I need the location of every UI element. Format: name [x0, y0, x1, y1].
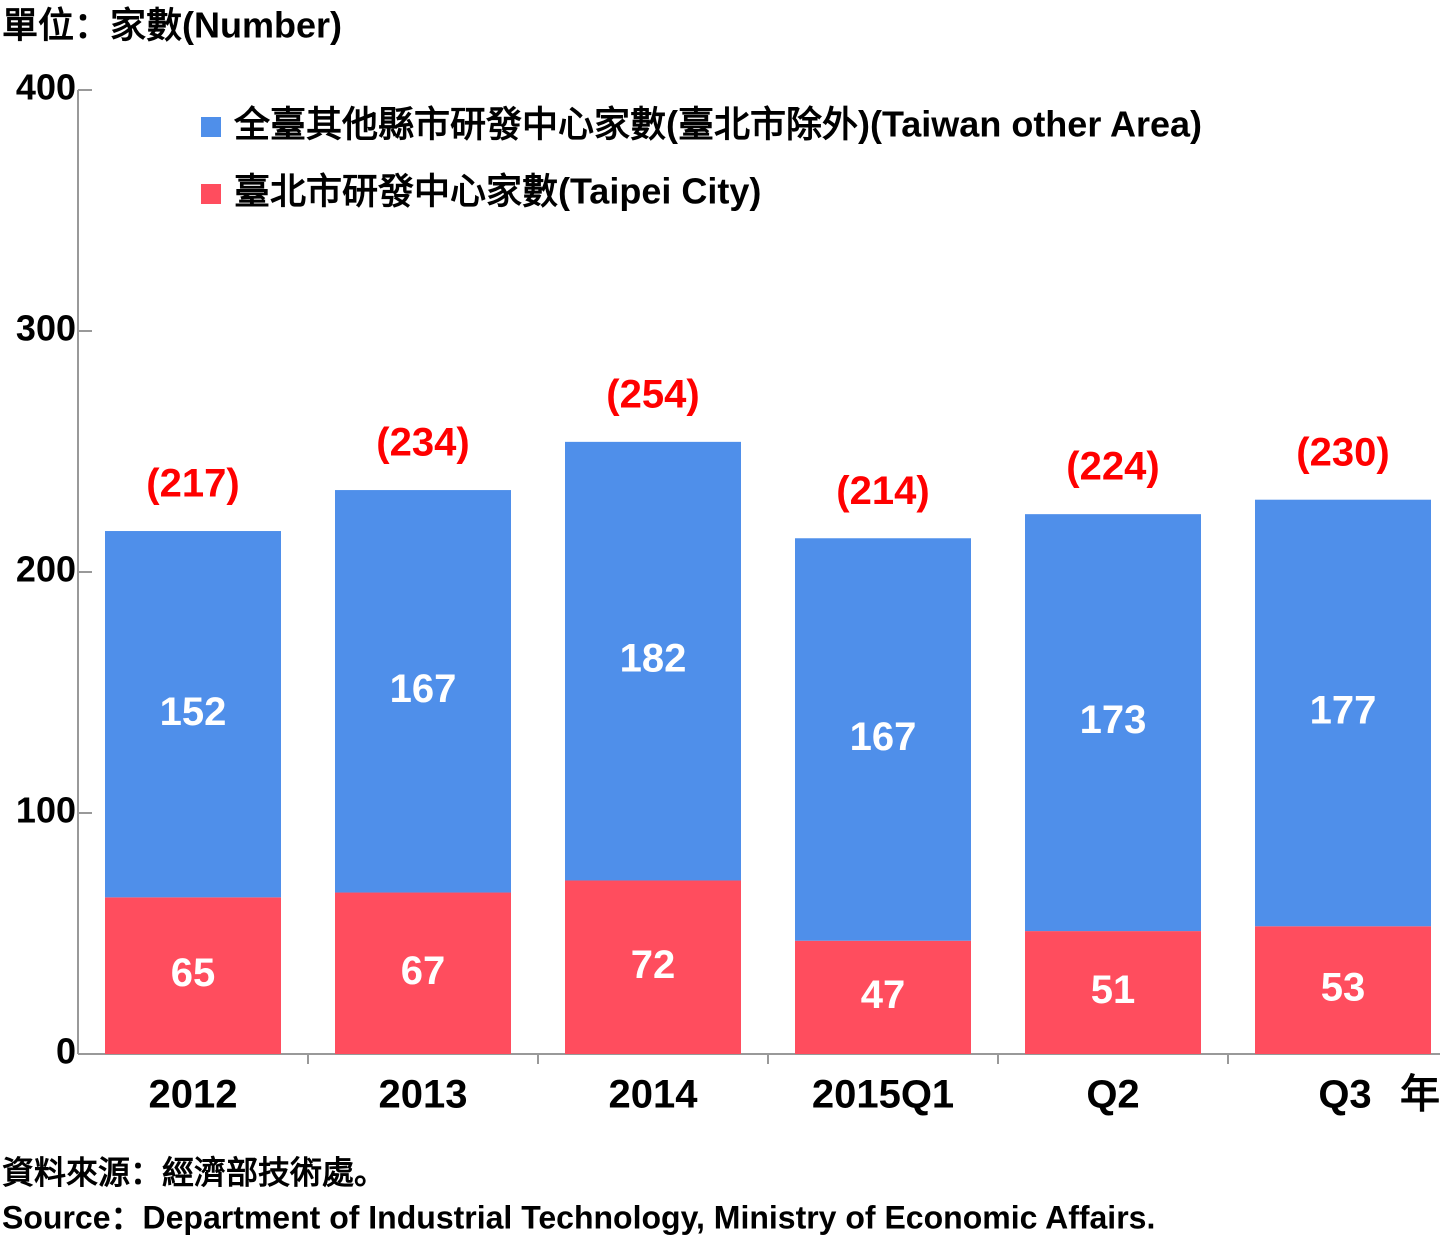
- total-label: (214): [836, 469, 929, 513]
- legend-swatch: [201, 184, 221, 204]
- bar-segment: [565, 441, 741, 881]
- x-tick-label: 2012: [149, 1073, 238, 1117]
- data-label: 67: [401, 949, 446, 993]
- bar-segment: [1255, 926, 1431, 1054]
- y-tick-label: 0: [56, 1031, 76, 1072]
- legend-label: 臺北市研發中心家數(Taipei City): [234, 171, 761, 212]
- bar-segment: [1255, 499, 1431, 927]
- source: 資料來源：經濟部技術處。: [2, 1154, 386, 1190]
- data-label: 53: [1321, 966, 1366, 1010]
- x-tick-label: Q2: [1086, 1073, 1139, 1117]
- total-label: (234): [376, 421, 469, 465]
- data-label: 152: [160, 690, 227, 734]
- bar-segment: [1025, 514, 1201, 932]
- y-tick-label: 300: [16, 308, 76, 349]
- data-label: 173: [1080, 698, 1147, 742]
- bar-segment: [105, 897, 281, 1054]
- total-label: (254): [606, 372, 699, 416]
- chart-title: 單位：家數(Number): [2, 5, 342, 46]
- data-label: 51: [1091, 968, 1136, 1012]
- y-tick-label: 100: [16, 790, 76, 831]
- source: Source：Department of Industrial Technolo…: [2, 1199, 1155, 1235]
- data-label: 167: [850, 715, 917, 759]
- x-tick-label: 2015Q1: [812, 1073, 954, 1117]
- bar-segment: [335, 490, 511, 893]
- data-label: 47: [861, 973, 906, 1017]
- legend-swatch: [201, 117, 221, 137]
- total-label: (217): [146, 462, 239, 506]
- bar-segment: [795, 538, 971, 941]
- total-label: (230): [1296, 430, 1389, 474]
- bar-segment: [795, 940, 971, 1054]
- data-label: 65: [171, 951, 216, 995]
- data-label: 182: [620, 637, 687, 681]
- bar-segment: [565, 880, 741, 1054]
- bar-segment: [335, 892, 511, 1054]
- bar-segment: [1025, 931, 1201, 1054]
- legend-label: 全臺其他縣市研發中心家數(臺北市除外)(Taiwan other Area): [233, 104, 1202, 145]
- total-label: (224): [1066, 445, 1159, 489]
- y-tick-label: 200: [16, 549, 76, 590]
- x-unit: 年: [1400, 1073, 1440, 1117]
- bar-segment: [105, 531, 281, 898]
- x-tick-label: 2014: [609, 1073, 699, 1117]
- y-tick-label: 400: [16, 67, 76, 108]
- data-label: 177: [1310, 689, 1377, 733]
- data-label: 167: [390, 667, 457, 711]
- x-tick-label: 2013: [379, 1073, 468, 1117]
- data-label: 72: [631, 943, 676, 987]
- x-tick-label: Q3: [1318, 1073, 1371, 1117]
